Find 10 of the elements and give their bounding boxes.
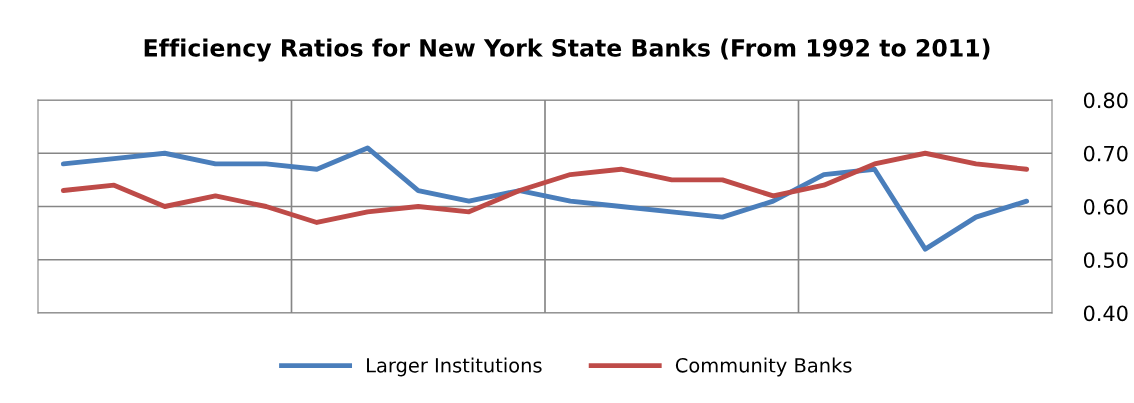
line-series	[60, 145, 1030, 252]
y-tick-label: 0.80	[1083, 92, 1128, 109]
legend-label: Larger Institutions	[367, 357, 542, 377]
y-tick-label: 0.50	[1083, 252, 1128, 268]
chart-title: Efficiency Ratios for New York State Banks (From 1992 to 2011)	[144, 38, 990, 62]
y-tick-label: 0.70	[1083, 145, 1128, 162]
line-series	[60, 150, 1030, 225]
y-tick-label: 0.40	[1083, 305, 1128, 322]
legend-label: Community Banks	[675, 357, 852, 377]
y-tick-label: 0.60	[1083, 198, 1128, 215]
